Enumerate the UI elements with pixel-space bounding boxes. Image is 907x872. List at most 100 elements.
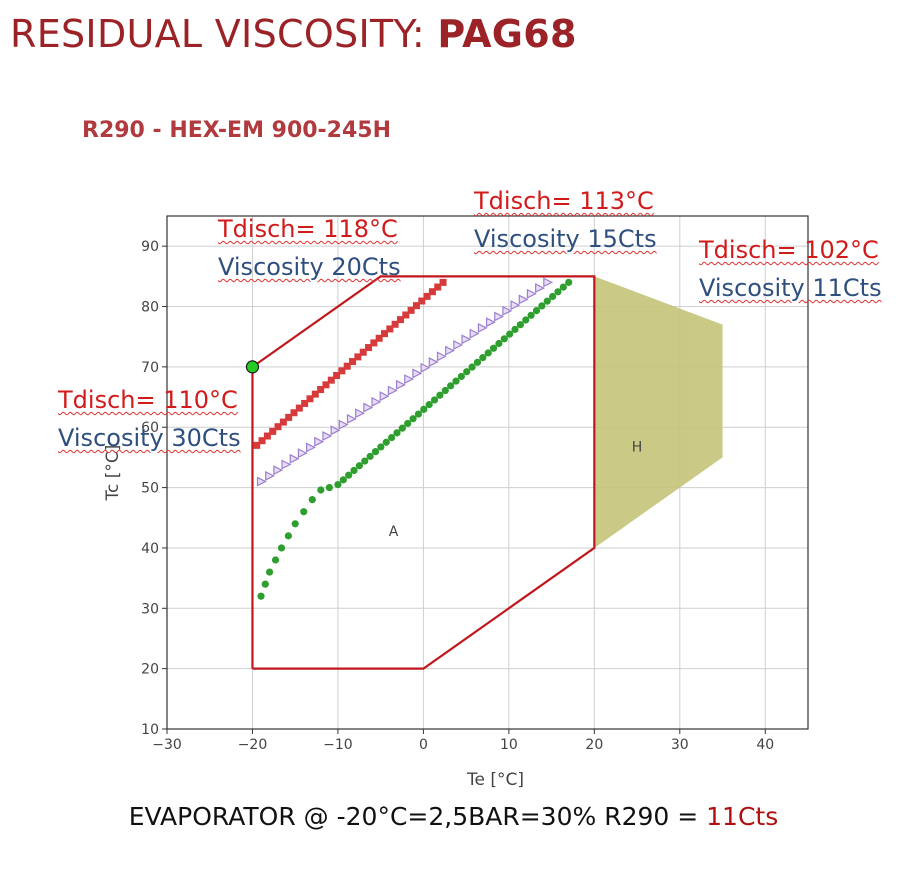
triangle-point <box>412 368 423 379</box>
x-tick-label: −20 <box>238 737 268 753</box>
footer-highlight: 11Cts <box>706 802 779 831</box>
triangle-point <box>502 305 513 316</box>
tdisch-label: Tdisch= 118°C <box>218 215 398 243</box>
square-point <box>381 330 389 338</box>
triangle-point <box>453 340 464 350</box>
square-point <box>338 367 346 375</box>
circle-point <box>511 325 519 334</box>
square-point <box>423 292 431 300</box>
triangle-point <box>445 345 456 356</box>
square-point <box>322 381 330 389</box>
circle-point <box>500 335 508 343</box>
circle-point <box>484 349 492 357</box>
viscosity-label: Viscosity 11Cts <box>699 274 882 302</box>
y-tick-label: 50 <box>141 481 159 497</box>
square-point <box>439 278 447 286</box>
x-tick-label: −10 <box>323 737 353 753</box>
tdisch-label: Tdisch= 110°C <box>58 386 238 414</box>
square-point <box>311 390 319 398</box>
triangle-point <box>305 442 316 453</box>
triangle-point <box>330 425 341 436</box>
title-prefix: RESIDUAL VISCOSITY: <box>10 12 438 56</box>
square-point <box>253 441 261 449</box>
triangle-point <box>395 379 406 390</box>
circle-point <box>468 363 476 371</box>
x-tick-label: 0 <box>419 737 428 753</box>
circle-point <box>452 377 460 385</box>
circle-point <box>371 448 380 456</box>
y-tick-label: 60 <box>141 420 159 436</box>
circle-point <box>355 462 363 470</box>
title-bold: PAG68 <box>437 12 577 56</box>
circle-point <box>345 471 353 479</box>
triangle-point <box>355 408 366 419</box>
square-point <box>434 283 442 291</box>
y-tick-label: 90 <box>141 239 159 255</box>
x-axis-label: Te [°C] <box>466 770 524 790</box>
circle-point <box>447 382 455 390</box>
square-point <box>418 297 426 305</box>
circle-point <box>565 278 573 286</box>
circle-point <box>261 580 269 588</box>
triangle-point <box>477 322 488 333</box>
annotation-118: Tdisch= 118°C Viscosity 20Cts <box>218 210 401 286</box>
square-point <box>396 316 404 324</box>
triangle-point <box>256 476 267 487</box>
circle-point <box>457 372 465 381</box>
circle-point <box>387 433 396 442</box>
square-point <box>301 399 309 407</box>
square-point <box>359 348 367 356</box>
circle-point <box>522 316 530 324</box>
square-point <box>407 306 415 314</box>
x-tick-label: 20 <box>585 737 603 753</box>
circle-point <box>339 476 347 484</box>
circle-point <box>350 466 358 475</box>
y-tick-label: 30 <box>141 601 159 617</box>
square-point <box>402 311 410 319</box>
marker-point <box>245 360 260 374</box>
circle-point <box>284 532 292 540</box>
triangle-point <box>346 413 357 424</box>
triangle-point <box>281 459 292 470</box>
y-tick-label: 10 <box>141 722 159 738</box>
region-h <box>594 276 723 548</box>
circle-point <box>425 401 433 409</box>
circle-point <box>420 405 428 413</box>
circle-point <box>489 344 498 352</box>
x-tick-label: 30 <box>671 737 689 753</box>
triangle-point <box>289 453 300 464</box>
triangle-point <box>387 385 398 396</box>
square-point <box>327 376 335 384</box>
circle-point <box>404 419 412 428</box>
circle-point <box>516 321 524 329</box>
x-tick-label: 40 <box>756 737 774 753</box>
footer-text: EVAPORATOR @ -20°C=2,5BAR=30% R290 = <box>128 802 707 831</box>
square-point <box>375 334 383 342</box>
slide-title: RESIDUAL VISCOSITY: PAG68 <box>10 12 577 56</box>
y-axis-label: Tc [°C] <box>103 445 123 502</box>
triangle-point <box>510 300 521 311</box>
circle-point <box>543 297 551 305</box>
triangle-point <box>314 436 325 447</box>
circle-point <box>265 568 274 576</box>
plot-frame <box>166 215 809 730</box>
square-point <box>386 325 394 333</box>
y-tick-label: 40 <box>141 541 159 557</box>
y-tick-label: 20 <box>141 662 159 678</box>
circle-point <box>271 556 280 564</box>
square-point <box>354 353 362 361</box>
circle-point <box>554 288 562 296</box>
circle-point <box>382 438 390 446</box>
triangle-point <box>485 317 496 328</box>
circle-point <box>430 396 439 404</box>
square-point <box>258 437 266 445</box>
circle-point <box>473 358 482 366</box>
circle-point <box>308 496 316 504</box>
circle-point <box>257 592 265 600</box>
triangle-point <box>428 357 439 368</box>
triangle-point <box>363 402 374 413</box>
circle-point <box>506 330 514 338</box>
triangle-point <box>420 362 431 373</box>
circle-point <box>441 386 449 395</box>
square-point <box>279 418 287 426</box>
